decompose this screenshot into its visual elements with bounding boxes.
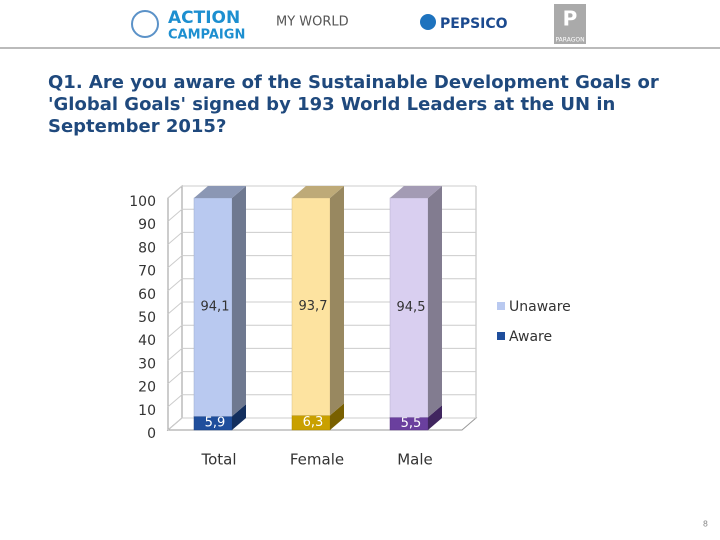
pepsi-globe [420,14,436,30]
y-tick-label: 70 [138,264,156,280]
grid-line [167,417,476,431]
grid-line [167,278,476,292]
bar-side [232,404,246,430]
x-tick-label: Female [290,451,344,469]
page-number: 8 [703,520,708,529]
un-logo [131,10,159,38]
grid-line [167,185,476,199]
legend-label: Unaware [509,299,571,315]
y-tick-label: 20 [138,380,156,396]
y-tick-label: 0 [147,426,156,442]
bar-side [232,186,246,417]
bar-top [194,186,246,198]
y-tick-label: 40 [138,333,156,349]
legend-swatch [497,302,505,310]
bar-top [292,186,344,198]
grid-line [167,208,476,222]
legend-swatch [497,332,505,340]
legend-label: Aware [509,329,552,345]
y-tick-label: 100 [129,194,156,210]
x-tick-label: Total [200,451,236,469]
bar-side [330,403,344,430]
logo-text: CAMPAIGN [168,28,245,43]
bar-segment [291,197,331,416]
grid-line [167,371,476,384]
y-tick-label: 30 [138,356,156,372]
y-tick-label: 10 [138,403,156,419]
bar-segment [389,197,429,418]
grid-line [167,255,476,268]
logo-text: ACTION [168,8,240,28]
data-label: 94,1 [201,300,230,315]
grid-line [167,231,476,245]
bar-side [428,405,442,430]
bar-side [330,186,344,416]
data-label: 6,3 [303,415,324,430]
paragon-logo [554,4,586,44]
header-bar [0,0,720,48]
data-label: 5,9 [205,416,226,431]
data-label: 93,7 [299,299,328,314]
data-label: 5,5 [401,416,422,431]
y-tick-label: 50 [138,310,156,326]
bar-segment [193,197,233,417]
logo-text: MY WORLD [276,15,349,30]
grid-line [167,394,476,408]
logo-text: PARAGON [555,37,584,44]
logo-text: PEPSICO [440,16,508,32]
bar-top [390,186,442,198]
grid-line [167,324,476,338]
logo-text: P [563,7,578,31]
bar-side [428,186,442,418]
y-tick-label: 60 [138,287,156,303]
grid-line [167,301,476,315]
y-tick-label: 90 [138,217,156,233]
y-tick-label: 80 [138,240,156,256]
x-tick-label: Male [397,451,433,469]
data-label: 94,5 [397,300,426,315]
grid-line [167,347,476,361]
chart-title: Q1. Are you aware of the Sustainable Dev… [48,72,659,137]
